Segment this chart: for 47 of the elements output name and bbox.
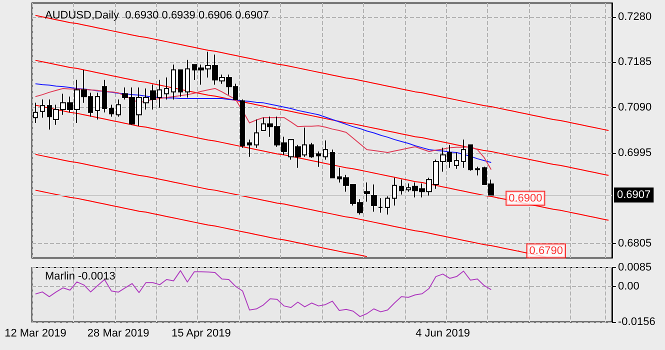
ref-line-label: 0.6907: [617, 188, 651, 201]
candlestick: [247, 139, 252, 158]
line-series: [34, 190, 368, 258]
candlestick: [468, 144, 473, 172]
candlestick: [475, 166, 480, 176]
chart-title: Marlin -0.0013: [45, 270, 116, 282]
x-tick-label: 28 Mar 2019: [87, 328, 150, 340]
candlestick: [178, 69, 183, 98]
y-tick-label: 0.00: [618, 280, 640, 293]
x-tick-label: 15 Apr 2019: [171, 328, 231, 340]
line-series: [34, 60, 610, 176]
candlestick: [102, 79, 107, 113]
candlestick: [330, 149, 335, 178]
annotation: 0.6790: [529, 244, 563, 257]
candlestick: [399, 179, 404, 195]
y-tick-label: -0.0156: [618, 316, 656, 328]
candlestick: [461, 139, 466, 168]
text: AUDUSD,Daily 0.6930 0.6939 0.6906 0.6907: [45, 10, 269, 22]
candlestick: [95, 92, 100, 120]
candlestick: [40, 98, 45, 118]
x-tick-label: 4 Jun 2019: [416, 328, 470, 340]
candlestick: [378, 198, 383, 214]
candlestick: [309, 142, 314, 158]
line-series: [34, 270, 492, 318]
y-tick-label: 0.7090: [618, 102, 652, 114]
candlestick: [164, 76, 169, 100]
annotation: 0.6900: [508, 192, 542, 204]
candlestick: [316, 151, 321, 168]
candlestick: [185, 59, 190, 98]
candlestick: [109, 104, 114, 118]
candlestick: [116, 98, 121, 118]
x-tick-label: 12 Mar 2019: [4, 328, 66, 340]
candlestick: [364, 182, 370, 202]
candlestick: [240, 98, 245, 148]
candlestick: [454, 152, 459, 170]
y-tick-label: 0.6805: [618, 238, 652, 250]
candlestick: [254, 119, 259, 148]
candlestick: [385, 196, 390, 216]
line-series: [34, 104, 610, 221]
y-tick-label: 0.7185: [618, 56, 652, 68]
y-tick-label: 0.0085: [618, 262, 652, 274]
y-tick-label: 0.6995: [618, 146, 652, 159]
candlestick: [371, 184, 377, 212]
candlestick: [323, 140, 328, 160]
candlestick: [392, 177, 397, 206]
y-tick-label: 0.7280: [618, 10, 652, 23]
candlestick: [171, 64, 176, 100]
